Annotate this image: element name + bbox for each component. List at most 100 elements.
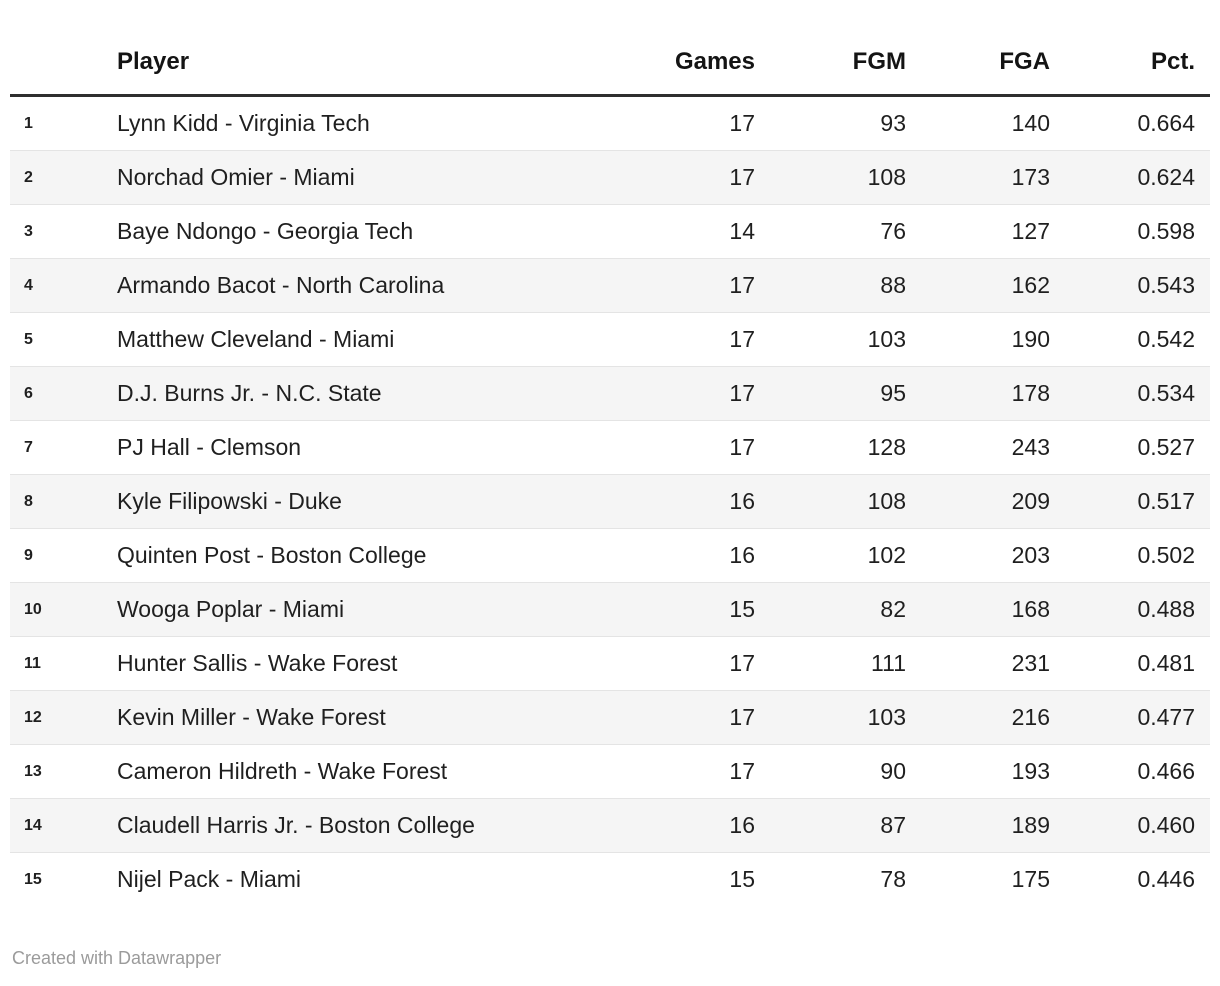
- table-row: 1 Lynn Kidd - Virginia Tech 17 93 140 0.664: [10, 95, 1210, 151]
- player-cell: Cameron Hildreth - Wake Forest: [117, 744, 610, 799]
- fga-cell: 243: [906, 420, 1050, 475]
- col-header-fga: FGA: [906, 26, 1050, 97]
- pct-cell: 0.488: [1050, 582, 1210, 637]
- player-cell: Hunter Sallis - Wake Forest: [117, 636, 610, 691]
- rank-cell: 2: [10, 150, 117, 205]
- games-cell: 15: [729, 866, 755, 892]
- fgm-cell: 90: [755, 744, 906, 799]
- games-cell: 17: [610, 95, 755, 151]
- table-row: 4 Armando Bacot - North Carolina 17 88 162 0.…: [10, 258, 1210, 313]
- player-cell: Kevin Miller - Wake Forest: [117, 690, 610, 745]
- fga-cell: 209: [906, 474, 1050, 529]
- rank-cell: 10: [10, 582, 117, 637]
- games-cell: 16: [610, 528, 755, 583]
- rank-cell: 14: [10, 798, 117, 853]
- table-row: 8 Kyle Filipowski - Duke 16 108 209 0.517: [10, 474, 1210, 529]
- games-cell: 17: [610, 636, 755, 691]
- stats-table: Player Games FGM FGA Pct. 1 Lynn Kidd - V…: [10, 26, 1210, 906]
- rank-cell: 3: [10, 204, 117, 259]
- player-cell: Kyle Filipowski - Duke: [117, 474, 610, 529]
- player-cell: PJ Hall - Clemson: [117, 420, 610, 475]
- rank-cell: 11: [10, 636, 117, 691]
- fgm-cell: 87: [755, 798, 906, 853]
- fgm-cell: 78: [880, 866, 906, 892]
- fga-cell: 203: [906, 528, 1050, 583]
- player-cell: Wooga Poplar - Miami: [117, 582, 610, 637]
- col-header-games: Games: [610, 26, 755, 97]
- pct-cell: 0.517: [1050, 474, 1210, 529]
- games-cell: 17: [610, 420, 755, 475]
- fga-cell: 193: [906, 744, 1050, 799]
- table-row: 15 Nijel Pack - Miami 15 78 175 0.446: [10, 853, 1210, 907]
- games-cell: 17: [610, 744, 755, 799]
- fgm-cell: 88: [755, 258, 906, 313]
- pct-cell: 0.598: [1050, 204, 1210, 259]
- player-cell: Matthew Cleveland - Miami: [117, 312, 610, 367]
- player-cell: Nijel Pack - Miami: [117, 866, 302, 892]
- fga-cell: 127: [906, 204, 1050, 259]
- fga-cell: 140: [906, 95, 1050, 151]
- fga-cell: 190: [906, 312, 1050, 367]
- fga-cell: 175: [1011, 866, 1050, 892]
- table-row: 3 Baye Ndongo - Georgia Tech 14 76 127 0.598: [10, 204, 1210, 259]
- pct-cell: 0.477: [1050, 690, 1210, 745]
- rank-cell: 13: [10, 744, 117, 799]
- table-body: 1 Lynn Kidd - Virginia Tech 17 93 140 0.664 2 N…: [10, 95, 1210, 907]
- fgm-cell: 108: [755, 474, 906, 529]
- fgm-cell: 108: [755, 150, 906, 205]
- games-cell: 16: [610, 474, 755, 529]
- pct-cell: 0.542: [1050, 312, 1210, 367]
- player-cell: Quinten Post - Boston College: [117, 528, 610, 583]
- table-row: 9 Quinten Post - Boston College 16 102 203 0.…: [10, 528, 1210, 583]
- col-header-player: Player: [117, 26, 610, 97]
- fgm-cell: 95: [755, 366, 906, 421]
- player-cell: D.J. Burns Jr. - N.C. State: [117, 366, 610, 421]
- pct-cell: 0.543: [1050, 258, 1210, 313]
- fgm-cell: 102: [755, 528, 906, 583]
- rank-cell: 4: [10, 258, 117, 313]
- fgm-cell: 82: [755, 582, 906, 637]
- games-cell: 16: [610, 798, 755, 853]
- table-row: 13 Cameron Hildreth - Wake Forest 17 90 193 0…: [10, 744, 1210, 799]
- table-row: 7 PJ Hall - Clemson 17 128 243 0.527: [10, 420, 1210, 475]
- pct-cell: 0.481: [1050, 636, 1210, 691]
- fga-cell: 168: [906, 582, 1050, 637]
- rank-cell: 15: [24, 870, 42, 888]
- fga-cell: 189: [906, 798, 1050, 853]
- rank-cell: 5: [10, 312, 117, 367]
- games-cell: 17: [610, 690, 755, 745]
- pct-cell: 0.446: [1137, 866, 1195, 892]
- col-header-rank: [10, 26, 117, 97]
- fgm-cell: 103: [755, 690, 906, 745]
- rank-cell: 6: [10, 366, 117, 421]
- player-cell: Baye Ndongo - Georgia Tech: [117, 204, 610, 259]
- table-row: 10 Wooga Poplar - Miami 15 82 168 0.488: [10, 582, 1210, 637]
- games-cell: 15: [610, 582, 755, 637]
- table-header: Player Games FGM FGA Pct.: [10, 26, 1210, 97]
- pct-cell: 0.664: [1050, 95, 1210, 151]
- games-cell: 17: [610, 312, 755, 367]
- games-cell: 17: [610, 366, 755, 421]
- col-header-fgm: FGM: [755, 26, 906, 97]
- games-cell: 17: [610, 258, 755, 313]
- rank-cell: 9: [10, 528, 117, 583]
- games-cell: 17: [610, 150, 755, 205]
- fga-cell: 173: [906, 150, 1050, 205]
- table-row: 5 Matthew Cleveland - Miami 17 103 190 0.542: [10, 312, 1210, 367]
- pct-cell: 0.527: [1050, 420, 1210, 475]
- player-cell: Armando Bacot - North Carolina: [117, 258, 610, 313]
- table-row: 2 Norchad Omier - Miami 17 108 173 0.624: [10, 150, 1210, 205]
- table-row: 6 D.J. Burns Jr. - N.C. State 17 95 178 0.534: [10, 366, 1210, 421]
- fga-cell: 231: [906, 636, 1050, 691]
- rank-cell: 7: [10, 420, 117, 475]
- pct-cell: 0.502: [1050, 528, 1210, 583]
- fgm-cell: 76: [755, 204, 906, 259]
- fgm-cell: 93: [755, 95, 906, 151]
- rank-cell: 1: [10, 95, 117, 151]
- player-cell: Lynn Kidd - Virginia Tech: [117, 95, 610, 151]
- rank-cell: 8: [10, 474, 117, 529]
- player-cell: Norchad Omier - Miami: [117, 150, 610, 205]
- fga-cell: 162: [906, 258, 1050, 313]
- fgm-cell: 111: [755, 636, 906, 691]
